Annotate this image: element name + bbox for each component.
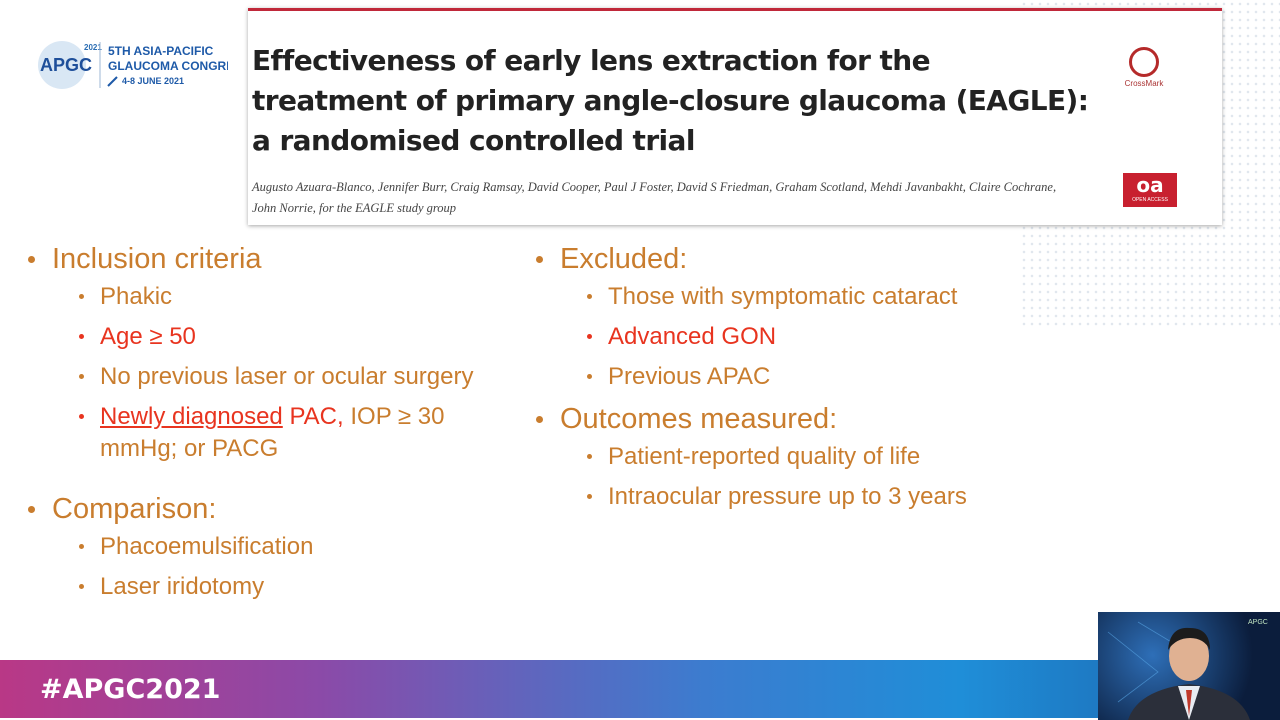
right-column: Excluded: Those with symptomatic catarac… [536, 241, 1036, 539]
item-list: Phacoemulsification Laser iridotomy [28, 531, 528, 603]
logo-year: 2021 [84, 43, 102, 52]
congress-logo: 2021 APGC 5TH ASIA-PACIFIC GLAUCOMA CONG… [38, 40, 250, 99]
item-text: No previous laser or ocular surgery [100, 363, 474, 390]
list-item: Advanced GON [587, 321, 1036, 353]
section-heading: Excluded: [536, 241, 1036, 277]
item-list: Patient-reported quality of life Intraoc… [536, 441, 1036, 513]
logo-name: APGC [40, 55, 92, 75]
item-text: PAC, [282, 403, 344, 430]
video-watermark: APGC [1248, 619, 1268, 626]
paper-authors: Augusto Azuara-Blanco, Jennifer Burr, Cr… [252, 180, 1057, 215]
list-item: Laser iridotomy [79, 571, 528, 603]
section: Excluded: Those with symptomatic catarac… [536, 241, 1036, 393]
item-text: Patient-reported quality of life [608, 443, 921, 470]
speaker-figure: APGC [1107, 619, 1268, 720]
section: Comparison: Phacoemulsification Laser ir… [28, 491, 528, 603]
logo-line2: GLAUCOMA CONGRESS [108, 59, 228, 73]
crossmark-badge: CrossMark [1122, 47, 1166, 88]
list-item: Phacoemulsification [79, 531, 528, 563]
item-text: Phakic [100, 283, 173, 310]
list-item: Intraocular pressure up to 3 years [587, 481, 1036, 513]
logo-dates: 4-8 JUNE 2021 [122, 76, 184, 86]
item-list: Those with symptomatic cataract Advanced… [536, 281, 1036, 393]
item-text: Previous APAC [608, 363, 771, 390]
logo-graphic: 2021 APGC 5TH ASIA-PACIFIC GLAUCOMA CONG… [38, 41, 250, 89]
logo-line1: 5TH ASIA-PACIFIC [108, 44, 214, 58]
section-heading: Comparison: [28, 491, 528, 527]
list-item: Those with symptomatic cataract [587, 281, 1036, 313]
list-item: Age ≥ 50 [79, 321, 528, 353]
hashtag: #APGC2021 [40, 674, 221, 705]
section-heading: Outcomes measured: [536, 401, 1036, 437]
item-text: IOP ≥ 30 mmHg; or PACG [100, 403, 445, 462]
list-item: Phakic [79, 281, 528, 313]
oa-label: oa [1136, 173, 1164, 197]
item-text: Newly diagnosed [100, 403, 283, 430]
list-item: Previous APAC [587, 361, 1036, 393]
left-column: Inclusion criteria Phakic Age ≥ 50 No pr… [28, 241, 528, 629]
section: Inclusion criteria Phakic Age ≥ 50 No pr… [28, 241, 528, 465]
oa-caption: OPEN ACCESS [1132, 197, 1168, 203]
section: Outcomes measured: Patient-reported qual… [536, 401, 1036, 513]
crossmark-label: CrossMark [1124, 79, 1164, 88]
speaker-video: APGC [1098, 612, 1280, 720]
item-text: Age ≥ 50 [100, 323, 196, 350]
item-list: Phakic Age ≥ 50 No previous laser or ocu… [28, 281, 528, 465]
paper-title: Effectiveness of early lens extraction f… [252, 44, 1089, 157]
list-item: Patient-reported quality of life [587, 441, 1036, 473]
list-item: No previous laser or ocular surgery [79, 361, 528, 393]
item-text: Advanced GON [608, 323, 777, 350]
footer-bar: #APGC2021 [0, 660, 1280, 718]
item-text: Intraocular pressure up to 3 years [608, 483, 967, 510]
item-text: Laser iridotomy [100, 573, 265, 600]
section-heading: Inclusion criteria [28, 241, 528, 277]
paper-header: Effectiveness of early lens extraction f… [248, 8, 1222, 225]
list-item: Newly diagnosed PAC, IOP ≥ 30 mmHg; or P… [79, 401, 510, 465]
item-text: Phacoemulsification [100, 533, 314, 560]
open-access-badge: oa OPEN ACCESS [1123, 173, 1177, 207]
item-text: Those with symptomatic cataract [608, 283, 958, 310]
